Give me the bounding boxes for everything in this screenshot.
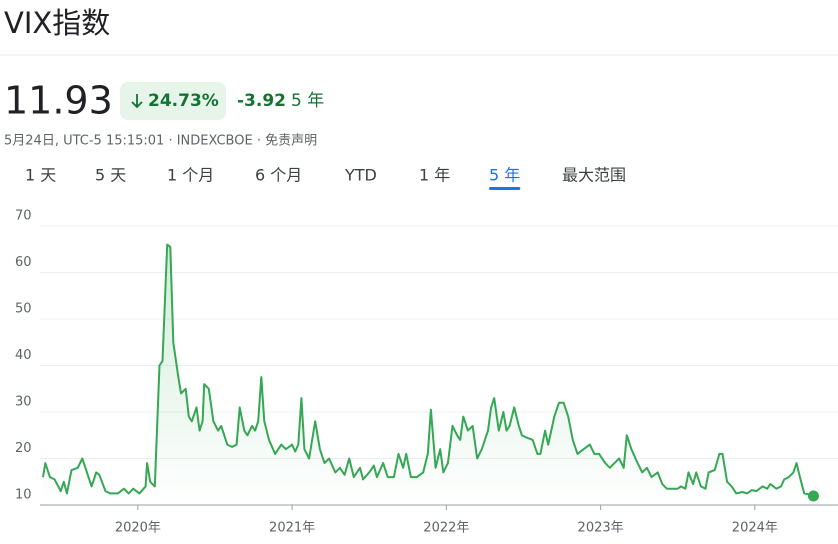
y-tick-label: 10 xyxy=(15,488,32,503)
x-tick-label: 2024年 xyxy=(732,521,778,536)
change-badge xyxy=(120,82,226,120)
y-tick-label: 60 xyxy=(15,255,32,270)
y-tick-label: 70 xyxy=(15,209,32,224)
change-period: 5 年 xyxy=(291,91,324,111)
y-tick-label: 50 xyxy=(15,302,32,317)
page-title: VIX指数 xyxy=(4,6,110,40)
y-tick-label: 40 xyxy=(15,348,32,363)
range-tab[interactable]: 5 天 xyxy=(95,166,126,185)
range-tab[interactable]: 6 个月 xyxy=(255,166,302,185)
timestamp: 5月24日, UTC-5 15:15:01 · INDEXCBOE · 免责声明 xyxy=(4,134,317,149)
x-tick-label: 2021年 xyxy=(269,521,315,536)
x-tick-label: 2020年 xyxy=(115,521,161,536)
change-percent: 24.73% xyxy=(148,91,219,111)
price: 11.93 xyxy=(4,79,113,123)
range-tab[interactable]: 最大范围 xyxy=(562,166,626,185)
y-tick-label: 20 xyxy=(15,441,32,456)
x-tick-label: 2023年 xyxy=(578,521,624,536)
change-value: -3.92 xyxy=(237,91,286,111)
x-tick-label: 2022年 xyxy=(423,521,469,536)
active-tab-underline xyxy=(489,187,521,190)
range-tab[interactable]: 1 个月 xyxy=(167,166,214,185)
end-point xyxy=(807,490,819,502)
range-tab[interactable]: 1 天 xyxy=(25,166,56,185)
range-tab[interactable]: 5 年 xyxy=(489,166,520,185)
range-tab[interactable]: YTD xyxy=(344,166,377,185)
y-tick-label: 30 xyxy=(15,395,32,410)
down-arrow xyxy=(131,94,143,109)
range-tab[interactable]: 1 年 xyxy=(419,166,450,185)
price-line xyxy=(42,243,814,497)
